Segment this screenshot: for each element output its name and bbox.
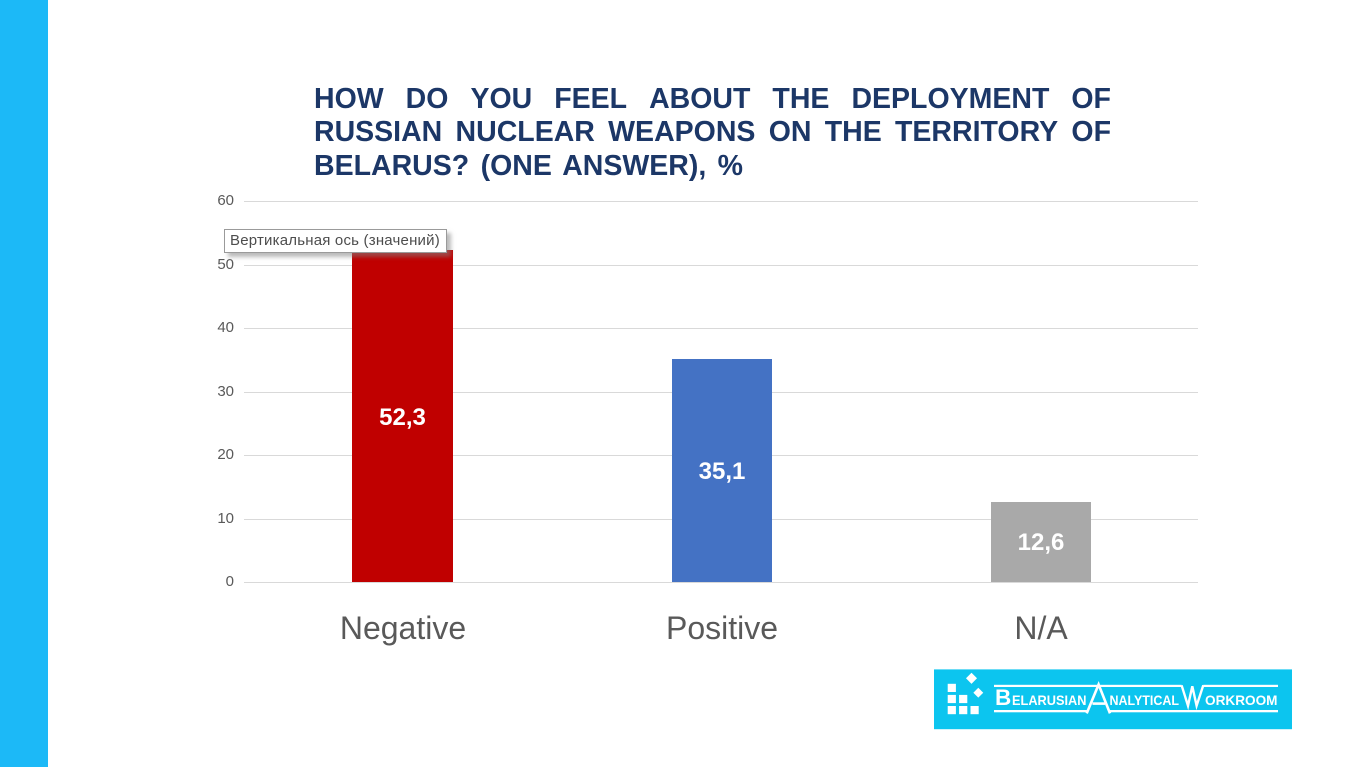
svg-text:NALYTICAL: NALYTICAL	[1110, 692, 1180, 708]
svg-text:B: B	[995, 685, 1011, 710]
svg-text:ELARUSIAN: ELARUSIAN	[1012, 692, 1087, 708]
svg-text:ORKROOM: ORKROOM	[1205, 692, 1278, 708]
